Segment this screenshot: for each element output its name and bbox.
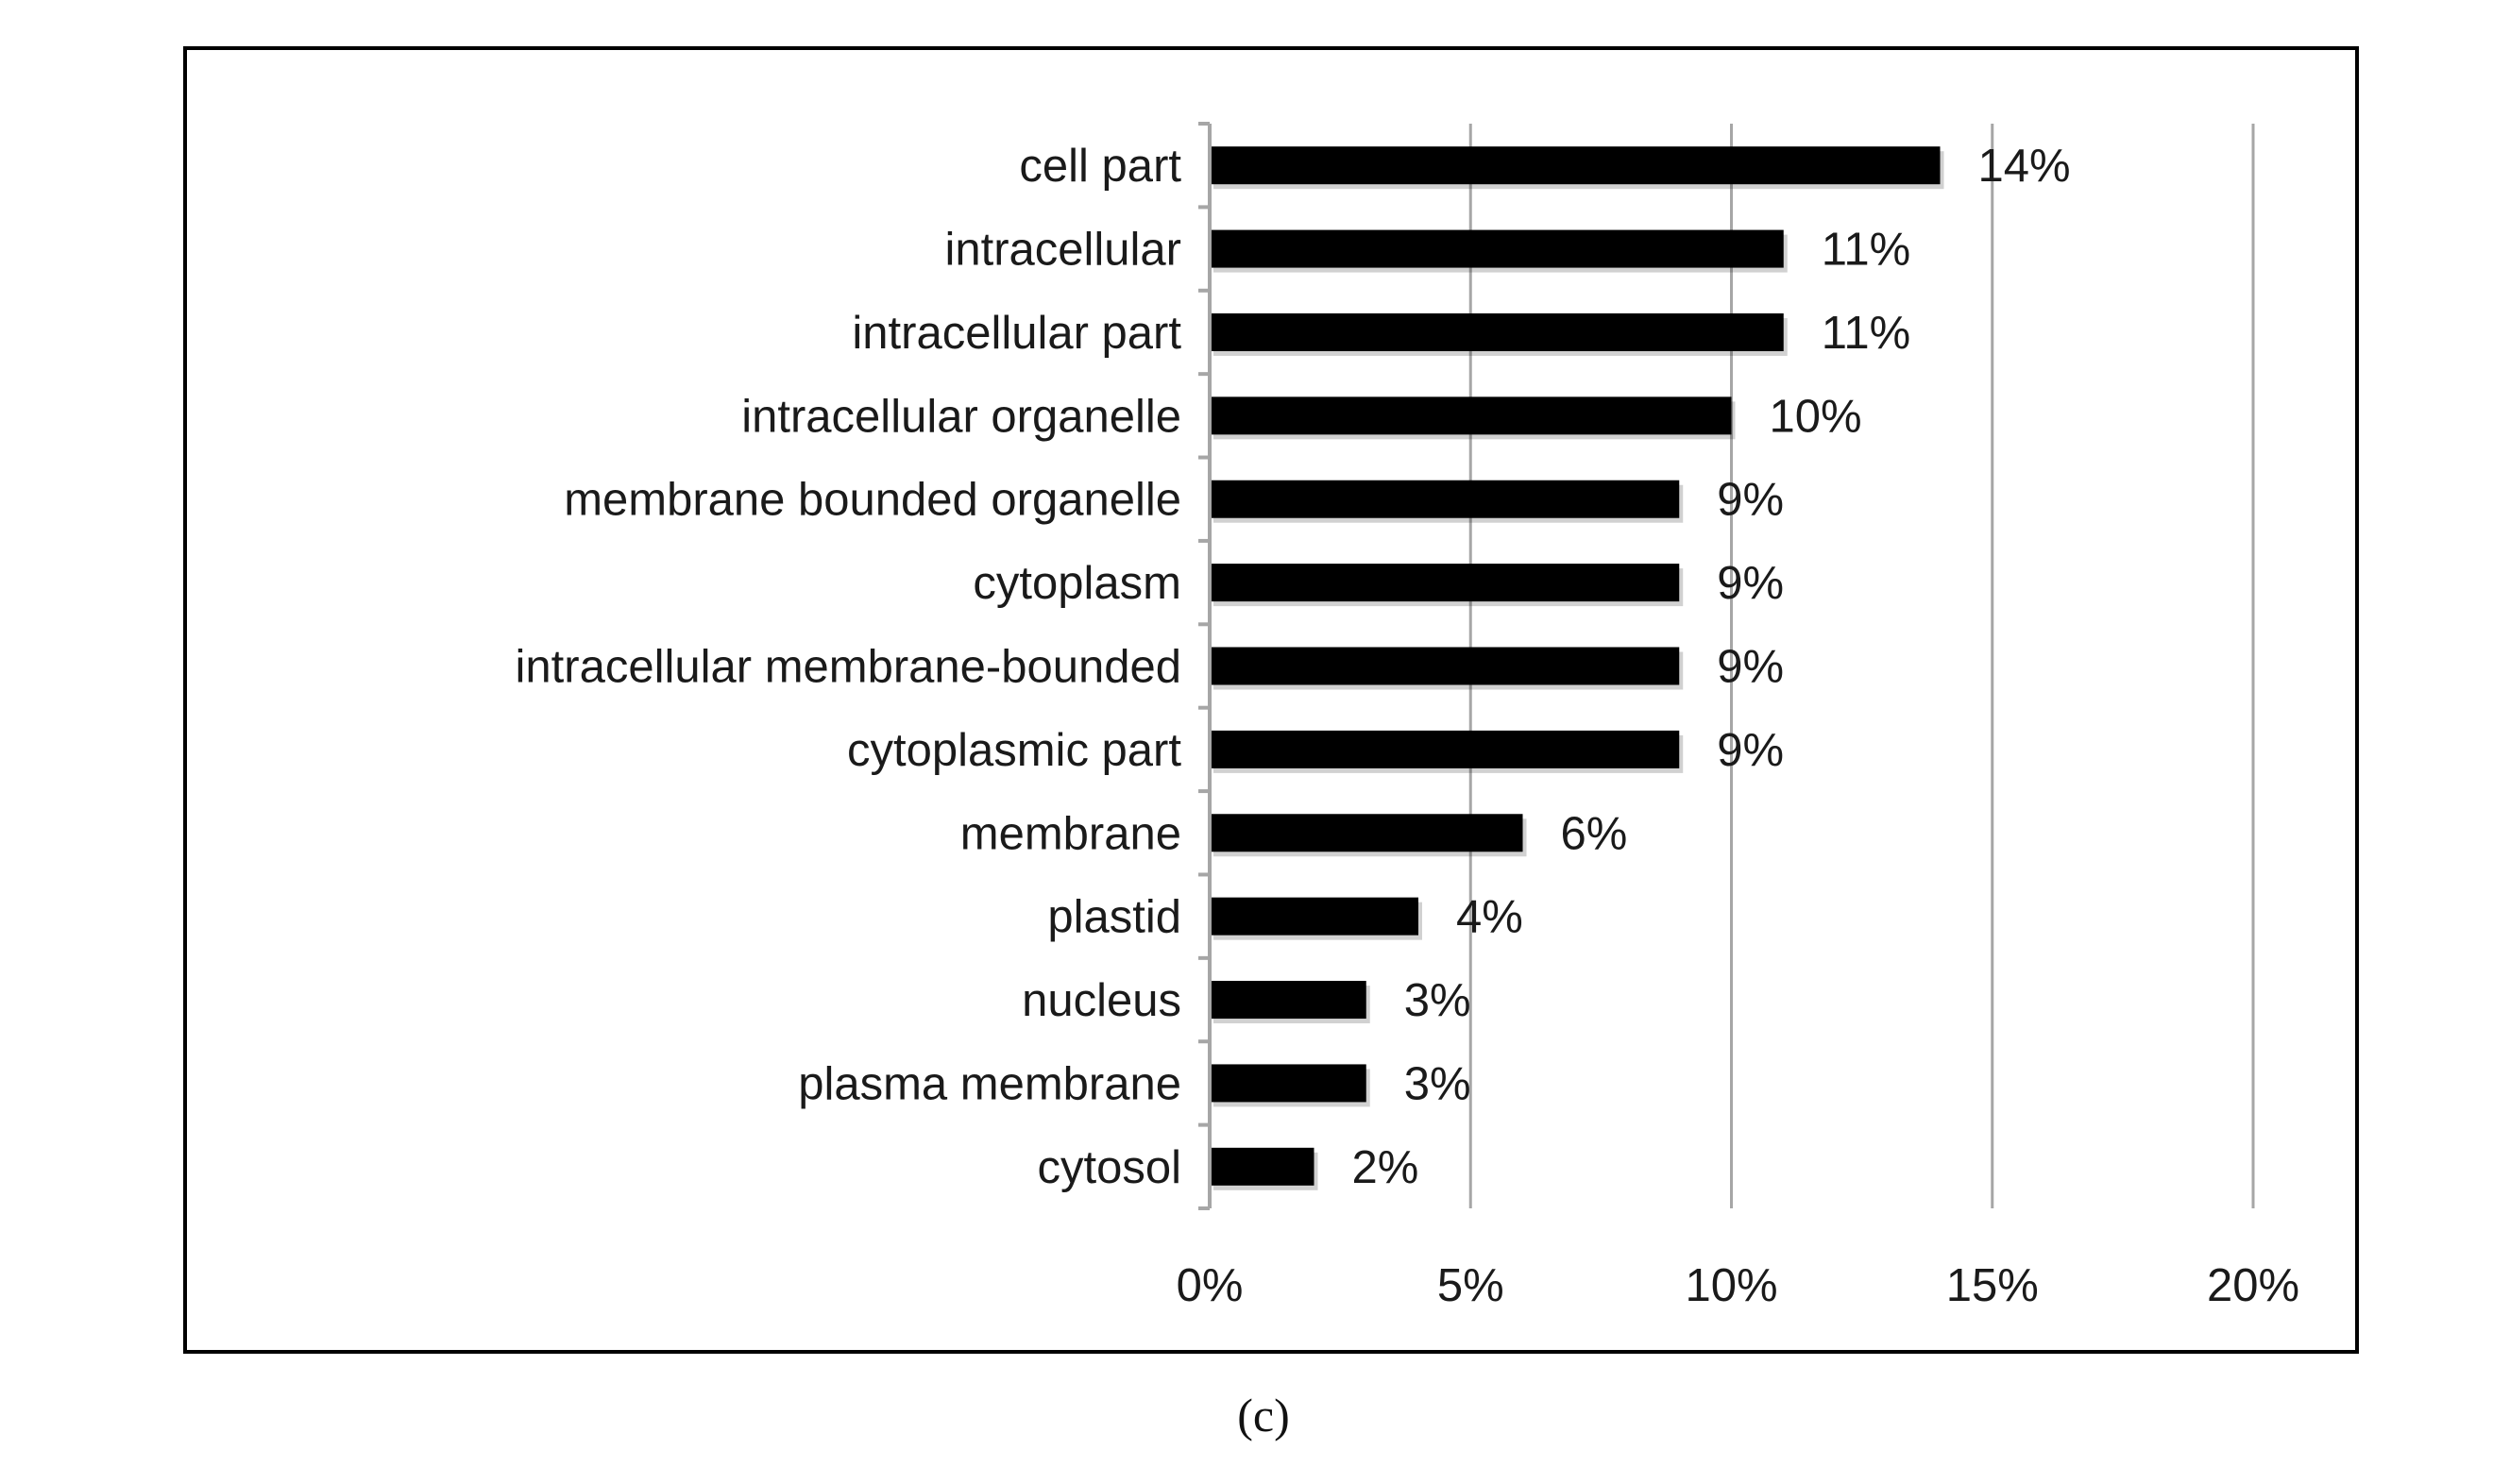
data-label: 14% (1978, 141, 2071, 192)
category-labels: cell part intracellular intracellular part… (516, 141, 1182, 1193)
x-tick-label: 10% (1685, 1260, 1777, 1311)
bar (1210, 897, 1418, 936)
bar (1210, 1064, 1366, 1103)
category-label: intracellular (944, 225, 1181, 276)
figure-caption: (c) (1237, 1389, 1290, 1442)
bar (1210, 730, 1680, 768)
bar (1210, 814, 1523, 852)
category-label: intracellular organelle (741, 391, 1181, 442)
bar (1210, 146, 1941, 185)
category-label: nucleus (1022, 975, 1181, 1026)
x-tick-label: 0% (1177, 1260, 1244, 1311)
bar (1210, 981, 1366, 1020)
data-label: 9% (1717, 642, 1784, 693)
category-label: cytoplasmic part (847, 725, 1181, 776)
bar (1210, 1147, 1314, 1186)
data-label: 9% (1717, 558, 1784, 609)
category-label: membrane (960, 808, 1181, 859)
bar (1210, 396, 1732, 435)
bar (1210, 564, 1680, 602)
data-label: 9% (1717, 475, 1784, 526)
x-tick-label: 15% (1946, 1260, 2039, 1311)
bar (1210, 647, 1680, 685)
data-label: 11% (1822, 308, 1910, 359)
data-label: 4% (1456, 892, 1523, 943)
bars (1210, 146, 1944, 1190)
data-label: 6% (1561, 808, 1628, 859)
y-axis (1198, 122, 1212, 1210)
data-label: 2% (1352, 1142, 1419, 1193)
category-label: cell part (1019, 141, 1181, 192)
x-tick-label: 20% (2207, 1260, 2299, 1311)
category-label: plasma membrane (798, 1058, 1181, 1109)
data-label: 3% (1404, 1058, 1471, 1109)
data-label: 11% (1822, 225, 1910, 276)
bar (1210, 312, 1784, 351)
data-label: 10% (1770, 391, 1862, 442)
category-label: plastid (1047, 892, 1181, 943)
category-label: intracellular part (852, 308, 1181, 359)
category-label: cytoplasm (973, 558, 1181, 609)
category-label: cytosol (1037, 1142, 1181, 1193)
data-label: 3% (1404, 975, 1471, 1026)
x-tick-label: 5% (1437, 1260, 1504, 1311)
data-label: 9% (1717, 725, 1784, 776)
bar (1210, 229, 1784, 268)
category-label: membrane bounded organelle (564, 475, 1181, 526)
x-tick-labels: 0% 5% 10% 15% 20% (1177, 1260, 2299, 1311)
category-label: intracellular membrane-bounded (516, 642, 1181, 693)
bar (1210, 480, 1680, 518)
data-labels: 14% 11% 11% 10% 9% 9% 9% 9% 6% 4% 3% 3% 2% (1352, 141, 2071, 1193)
